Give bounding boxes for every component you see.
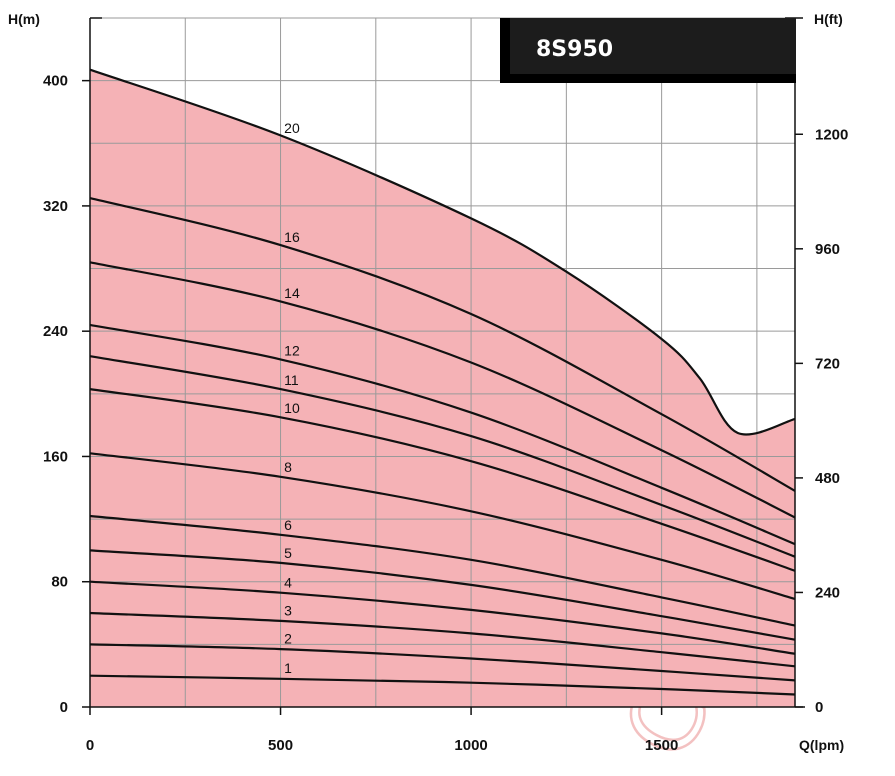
curve-label: 2 <box>284 630 292 646</box>
curve-label: 10 <box>284 400 300 416</box>
axis-labels: H(m) H(ft) Q(lpm) <box>8 11 844 753</box>
y-tick-label: 240 <box>43 323 68 340</box>
curve-label: 14 <box>284 285 300 301</box>
y-tick-label: 160 <box>43 448 68 465</box>
y2-tick-label: 240 <box>815 584 840 601</box>
curve-label: 6 <box>284 517 292 533</box>
curve-stages-16 <box>89 197 796 492</box>
y2-tick-label: 960 <box>815 241 840 258</box>
curve-stages-2 <box>89 643 796 682</box>
curve-label: 11 <box>284 372 299 388</box>
x-axis-title: Q(lpm) <box>799 737 844 753</box>
curve-label: 8 <box>284 459 292 475</box>
curve-stages-8 <box>89 452 796 601</box>
curve-stages-14 <box>89 261 796 519</box>
curve-stages-11 <box>89 355 796 558</box>
x-tick-label: 0 <box>86 737 94 754</box>
curve-label: 1 <box>284 660 292 676</box>
title-background <box>510 18 796 74</box>
curve-stages-20 <box>89 68 796 436</box>
y2-tick-label: 480 <box>815 470 840 487</box>
curve-label: 5 <box>284 545 292 561</box>
curve-stages-10 <box>89 388 796 572</box>
curve-label: 3 <box>284 602 292 618</box>
curve-label: 20 <box>284 120 300 136</box>
y2-tick-label: 720 <box>815 355 840 372</box>
curve-stages-5 <box>89 549 796 641</box>
y2-tick-label: 1200 <box>815 126 848 143</box>
y-axis-title: H(m) <box>8 11 40 27</box>
y2-tick-label: 0 <box>815 699 823 716</box>
curve-stages-6 <box>89 514 796 627</box>
x-tick-label: 1000 <box>454 737 487 754</box>
y-tick-label: 0 <box>60 699 68 716</box>
curve-label: 16 <box>284 229 300 245</box>
y-tick-label: 320 <box>43 198 68 215</box>
title-box: 8S950 <box>500 18 796 83</box>
curve-stages-12 <box>89 323 796 546</box>
curve-label: 4 <box>284 574 292 590</box>
curve-label: 12 <box>284 342 300 358</box>
curve-stages-4 <box>89 580 796 655</box>
x-tick-label: 1500 <box>645 737 678 754</box>
chart-title: 8S950 <box>536 37 613 62</box>
curve-stages-3 <box>89 611 796 668</box>
y2-axis-title: H(ft) <box>814 11 843 27</box>
y-tick-label: 400 <box>43 73 68 90</box>
curve-stages-1 <box>89 674 796 696</box>
y-tick-label: 80 <box>51 574 68 591</box>
x-tick-label: 500 <box>268 737 293 754</box>
